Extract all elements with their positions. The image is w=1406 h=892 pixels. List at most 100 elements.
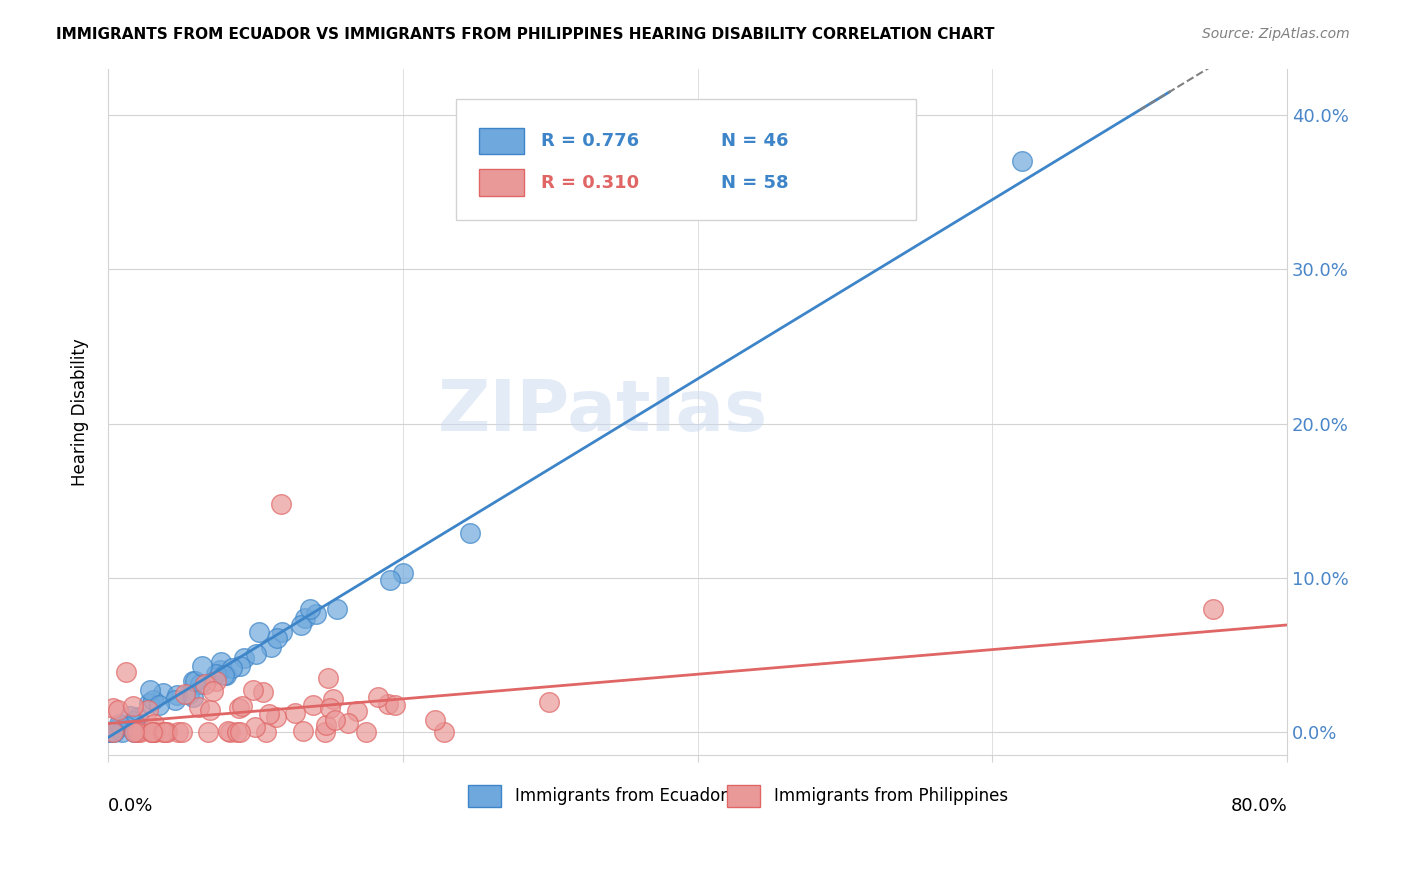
Point xyxy=(143,725,166,739)
Point xyxy=(190,659,212,673)
Point xyxy=(209,656,232,670)
Point xyxy=(167,725,190,739)
Point xyxy=(391,566,413,580)
Point xyxy=(319,700,342,714)
Point xyxy=(122,725,145,739)
Point xyxy=(103,701,125,715)
Point xyxy=(141,725,163,739)
Point xyxy=(179,687,201,701)
Point xyxy=(122,699,145,714)
Point xyxy=(323,713,346,727)
Point xyxy=(245,648,267,662)
Point xyxy=(107,704,129,718)
Text: 0.0%: 0.0% xyxy=(108,797,153,814)
Point xyxy=(290,617,312,632)
Point xyxy=(202,684,225,698)
Point xyxy=(98,725,121,739)
Point xyxy=(233,651,256,665)
Point xyxy=(322,691,344,706)
Point xyxy=(115,665,138,680)
Point xyxy=(271,625,294,640)
Point xyxy=(337,716,360,731)
Bar xyxy=(479,128,524,154)
Point xyxy=(458,526,481,541)
Point xyxy=(188,677,211,691)
Point xyxy=(184,674,207,689)
Point xyxy=(181,690,204,704)
Point xyxy=(205,667,228,681)
Point xyxy=(242,682,264,697)
Point xyxy=(266,631,288,645)
Bar xyxy=(468,785,501,807)
Point xyxy=(252,684,274,698)
Point xyxy=(260,640,283,655)
Point xyxy=(377,698,399,712)
Point xyxy=(152,686,174,700)
Point xyxy=(138,696,160,710)
Point xyxy=(257,707,280,722)
Point xyxy=(302,698,325,712)
Point xyxy=(314,725,336,739)
Point xyxy=(103,725,125,739)
Point xyxy=(425,713,447,727)
Y-axis label: Hearing Disability: Hearing Disability xyxy=(72,338,89,486)
Point xyxy=(136,703,159,717)
Point xyxy=(346,704,368,718)
Point xyxy=(125,725,148,739)
Point xyxy=(174,688,197,702)
Point xyxy=(378,573,401,587)
Point xyxy=(315,718,337,732)
Point xyxy=(188,699,211,714)
Point xyxy=(247,624,270,639)
Text: N = 46: N = 46 xyxy=(721,132,789,151)
Point xyxy=(143,717,166,731)
Point xyxy=(156,725,179,739)
Point xyxy=(197,725,219,739)
Point xyxy=(294,611,316,625)
Text: IMMIGRANTS FROM ECUADOR VS IMMIGRANTS FROM PHILIPPINES HEARING DISABILITY CORREL: IMMIGRANTS FROM ECUADOR VS IMMIGRANTS FR… xyxy=(56,27,994,42)
Point xyxy=(305,607,328,621)
Point xyxy=(316,671,339,685)
Point xyxy=(142,725,165,739)
Point xyxy=(142,693,165,707)
Point xyxy=(1011,154,1033,169)
Point xyxy=(108,720,131,734)
Text: ZIPatlas: ZIPatlas xyxy=(439,377,768,446)
Text: R = 0.776: R = 0.776 xyxy=(541,132,638,151)
Point xyxy=(254,725,277,739)
Point xyxy=(212,668,235,682)
Point xyxy=(166,689,188,703)
Point xyxy=(141,725,163,739)
FancyBboxPatch shape xyxy=(456,99,915,219)
Point xyxy=(122,714,145,728)
Point xyxy=(100,725,122,739)
Point xyxy=(292,723,315,738)
Point xyxy=(194,677,217,691)
Bar xyxy=(479,169,524,195)
Bar xyxy=(727,785,761,807)
Point xyxy=(229,725,252,739)
Point xyxy=(270,497,292,511)
Point xyxy=(152,725,174,739)
Point xyxy=(127,710,149,724)
Point xyxy=(217,724,239,739)
Text: Source: ZipAtlas.com: Source: ZipAtlas.com xyxy=(1202,27,1350,41)
Point xyxy=(225,725,247,739)
Point xyxy=(367,690,389,704)
Point xyxy=(228,700,250,714)
Point xyxy=(264,710,287,724)
Point xyxy=(198,703,221,717)
Point xyxy=(204,674,226,689)
Point xyxy=(1202,601,1225,615)
Point xyxy=(218,725,240,739)
Point xyxy=(170,725,193,739)
Point xyxy=(326,602,349,616)
Text: Immigrants from Ecuador: Immigrants from Ecuador xyxy=(515,787,727,805)
Point xyxy=(215,668,238,682)
Point xyxy=(221,660,243,674)
Point xyxy=(243,719,266,733)
Point xyxy=(148,698,170,712)
Point xyxy=(115,719,138,733)
Point xyxy=(537,695,560,709)
Point xyxy=(103,725,125,739)
